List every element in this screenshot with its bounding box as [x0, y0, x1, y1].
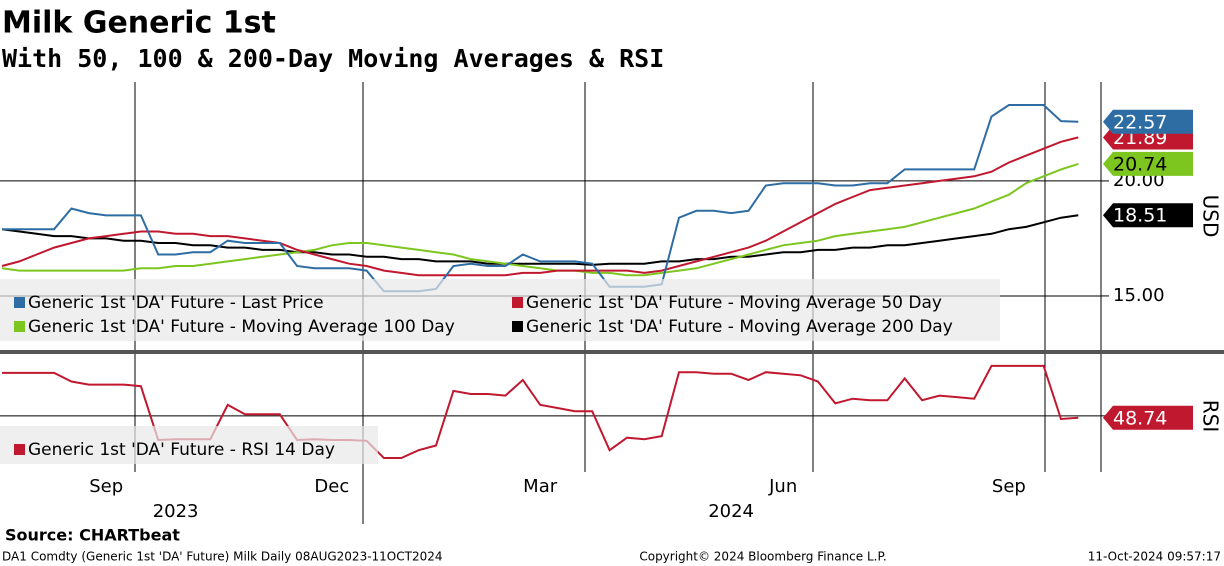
x-tick-label: Dec [314, 476, 349, 497]
legend-label: Generic 1st 'DA' Future - RSI 14 Day [28, 440, 335, 460]
ticker: DA1 Comdty (Generic 1st 'DA' Future) Mil… [2, 550, 443, 564]
legend-box [0, 279, 1000, 341]
legend-swatch [14, 321, 25, 332]
value-label: 48.74 [1113, 407, 1167, 429]
legend-swatch [512, 297, 523, 308]
source: Source: CHARTbeat [5, 526, 180, 545]
timestamp: 11-Oct-2024 09:57:17 [1088, 550, 1221, 564]
series-line [1, 214, 1079, 266]
y-axis-label: USD [1199, 195, 1223, 238]
value-label: 22.57 [1113, 111, 1167, 133]
legend-label: Generic 1st 'DA' Future - Last Price [28, 293, 324, 313]
legend-label: Generic 1st 'DA' Future - Moving Average… [526, 293, 942, 313]
legend-swatch [14, 444, 25, 455]
y-axis-label: RSI [1199, 400, 1223, 433]
value-flag [1103, 203, 1193, 228]
x-tick-label: Sep [992, 476, 1026, 497]
value-flag [1103, 109, 1193, 134]
series-line [2, 104, 1079, 293]
copyright: Copyright© 2024 Bloomberg Finance L.P. [639, 550, 886, 564]
value-label: 18.51 [1113, 205, 1167, 227]
legend-swatch [14, 297, 25, 308]
x-tick-label: Mar [523, 476, 558, 497]
chart-subtitle: With 50, 100 & 200-Day Moving Averages &… [2, 44, 664, 73]
chart-title: Milk Generic 1st [2, 6, 276, 41]
x-tick-label: Sep [89, 476, 123, 497]
value-flag [1103, 405, 1193, 430]
year-label: 2023 [153, 501, 199, 522]
value-label: 20.74 [1113, 153, 1167, 175]
legend-box [0, 426, 378, 464]
year-label: 2024 [708, 501, 754, 522]
legend-label: Generic 1st 'DA' Future - Moving Average… [28, 317, 455, 337]
series-line [1, 136, 1079, 277]
legend-swatch [512, 321, 523, 332]
value-flag [1103, 151, 1193, 176]
legend-label: Generic 1st 'DA' Future - Moving Average… [526, 317, 953, 337]
layout [0, 82, 1224, 524]
series-line [1, 162, 1079, 277]
y-tick-label: 15.00 [1113, 285, 1165, 306]
x-tick-label: Jun [768, 476, 797, 497]
